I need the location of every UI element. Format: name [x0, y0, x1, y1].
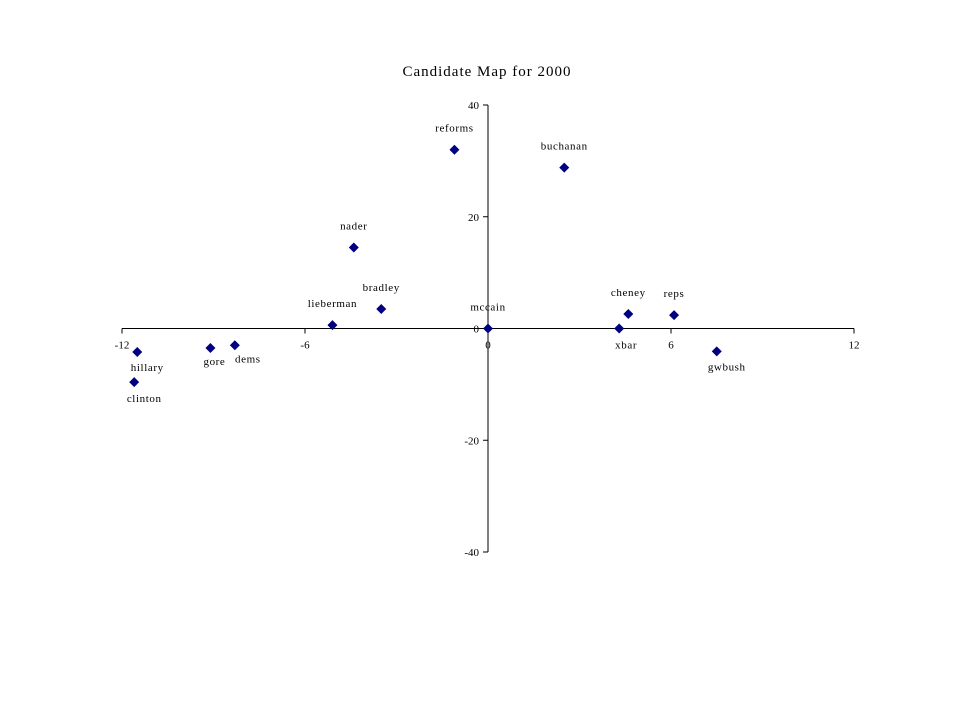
data-point-reps — [669, 310, 680, 321]
data-label-clinton: clinton — [127, 393, 162, 405]
data-label-gwbush: gwbush — [708, 361, 746, 373]
x-tick-label: -12 — [115, 340, 130, 352]
data-point-cheney — [623, 308, 634, 319]
data-point-reforms — [449, 144, 460, 155]
data-point-mccain — [483, 323, 493, 334]
data-points — [129, 144, 722, 388]
data-labels: reforms buchanan nader bradley lieberman mcca… — [127, 123, 746, 405]
data-label-bradley: bradley — [363, 282, 400, 294]
y-tick-label: 20 — [468, 212, 480, 224]
x-tick-label: 6 — [668, 340, 674, 352]
data-label-reforms: reforms — [435, 123, 473, 135]
data-label-dems: dems — [235, 353, 261, 365]
data-point-gwbush — [711, 346, 722, 357]
data-label-nader: nader — [340, 220, 367, 232]
data-label-mccain: mccain — [470, 302, 505, 314]
data-point-lieberman — [327, 320, 338, 331]
data-label-reps: reps — [664, 288, 685, 300]
x-tick-label: 12 — [849, 340, 860, 352]
y-tick-label: -20 — [464, 435, 479, 447]
data-label-cheney: cheney — [611, 287, 646, 299]
data-point-hillary — [132, 346, 143, 357]
data-point-gore — [205, 343, 216, 354]
data-point-dems — [229, 340, 240, 351]
data-point-nader — [348, 242, 359, 253]
data-point-clinton — [129, 377, 140, 388]
data-label-xbar: xbar — [615, 340, 637, 352]
data-label-gore: gore — [203, 356, 225, 368]
x-tick-label: -6 — [300, 340, 310, 352]
x-tick-label: 0 — [485, 340, 491, 352]
y-tick-label: 0 — [474, 324, 480, 336]
data-label-buchanan: buchanan — [541, 141, 588, 153]
y-tick-label: -40 — [464, 547, 479, 559]
data-point-bradley — [376, 303, 387, 314]
data-label-hillary: hillary — [131, 362, 164, 374]
chart-title: Candidate Map for 2000 — [402, 64, 571, 80]
data-point-buchanan — [559, 162, 570, 173]
axis-ticks: -12 -6 0 6 12 -40 -20 0 20 40 — [115, 100, 860, 559]
data-point-xbar — [614, 323, 625, 334]
data-label-lieberman: lieberman — [308, 298, 357, 310]
y-tick-label: 40 — [468, 100, 480, 112]
